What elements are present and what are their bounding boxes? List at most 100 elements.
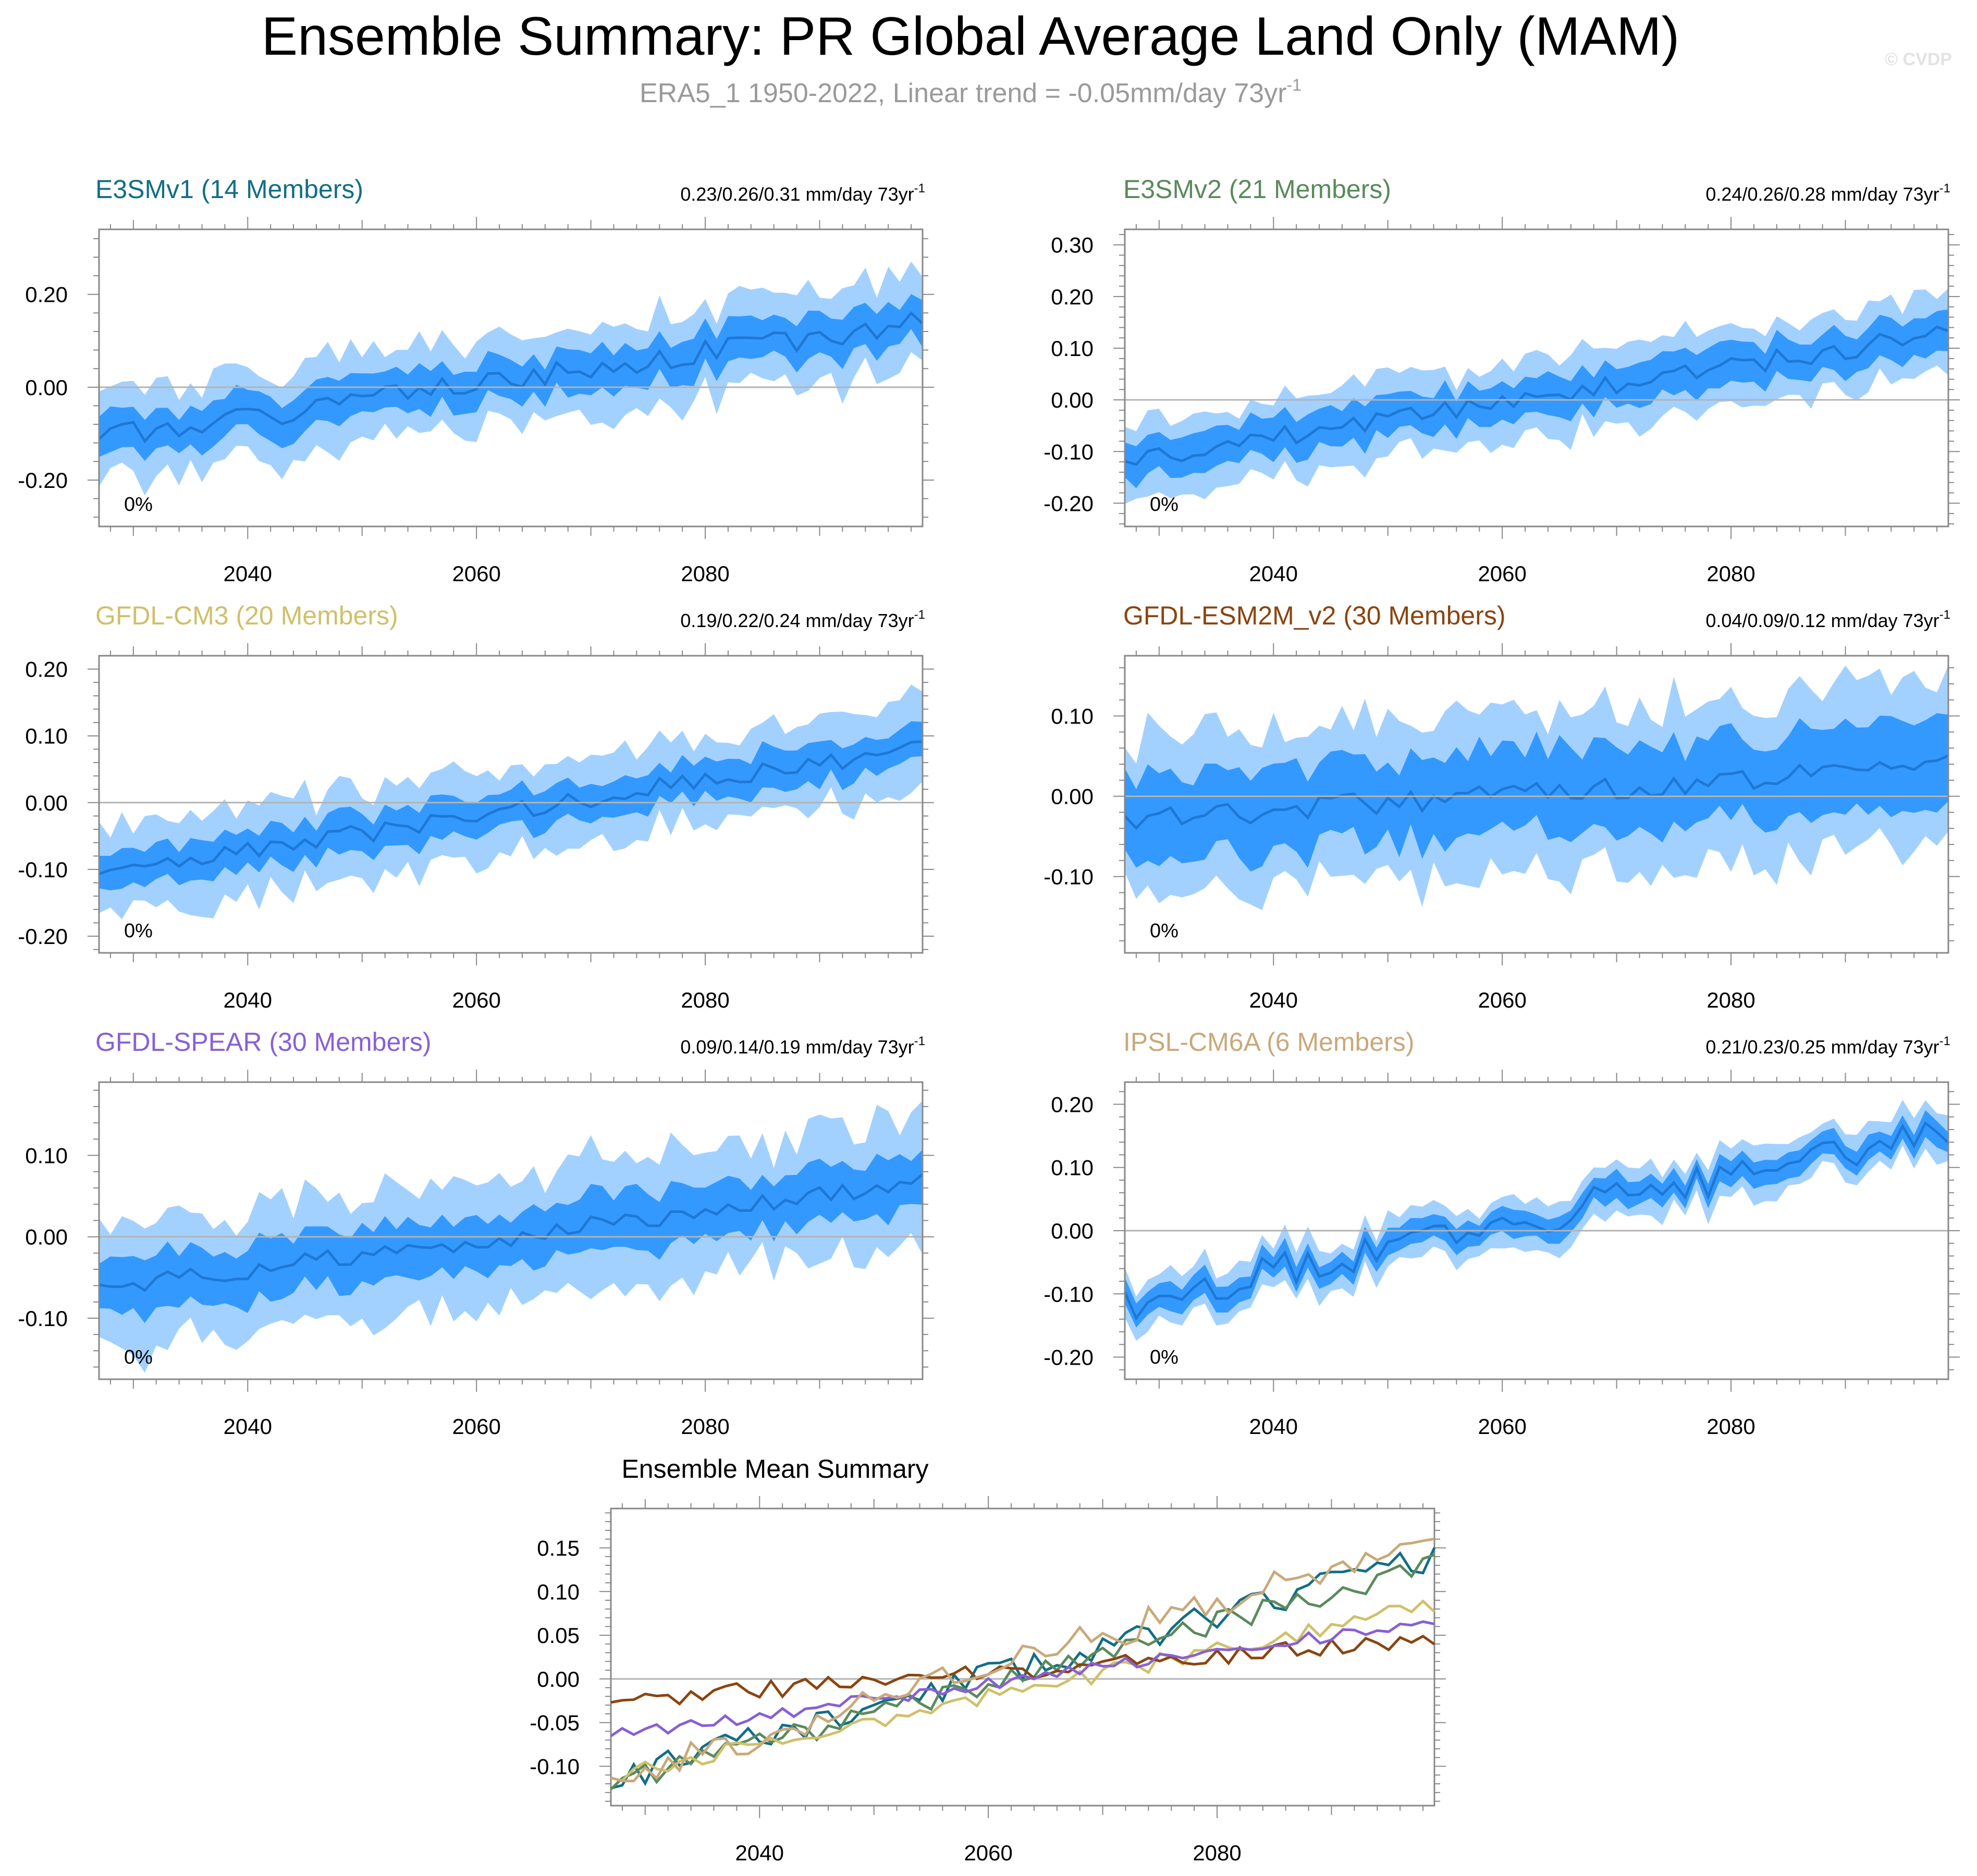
panel-gfdl-spear: -0.10 0.00 0.10 2040 2060 2080 GFDL-SPEAR (30 …	[18, 1027, 934, 1439]
x-tick-label: 2080	[1193, 1841, 1241, 1865]
trend-range-sup: -1	[1939, 181, 1950, 195]
y-tick-label: -0.20	[1043, 1345, 1094, 1370]
panel-ensemble-mean-summary: -0.10 -0.05 0.00 0.05 0.10 0.15 2040 2060 2080 En…	[530, 1454, 1446, 1865]
y-tick-label: 0.00	[1051, 784, 1094, 809]
median-line	[99, 1173, 924, 1292]
y-tick-label: 0.00	[25, 791, 68, 815]
percent-label: 0%	[1150, 920, 1178, 942]
figure-title: Ensemble Summary: PR Global Average Land…	[262, 6, 1680, 67]
trend-range-sup: -1	[914, 1034, 925, 1048]
panel-gfdl-esm2m-v2: -0.10 0.00 0.10 2040 2060 2080 GFDL-ESM2M_v2 (…	[1043, 601, 1960, 1012]
panel-e3smv2: -0.20 -0.10 0.00 0.10 0.20 0.30 2040 2060 2080 E3…	[1043, 175, 1960, 586]
percent-label: 0%	[124, 1346, 153, 1368]
trend-range-values: 0.19/0.22/0.24 mm/day 73yr	[680, 610, 914, 631]
series-line-ipsl-cm6a	[610, 1537, 1435, 1783]
plot-frame	[98, 655, 924, 954]
plot-frame	[1124, 655, 1949, 954]
trend-range: 0.24/0.26/0.28 mm/day 73yr-1	[1705, 181, 1950, 205]
percent-label: 0%	[124, 920, 153, 942]
trend-range: 0.21/0.23/0.25 mm/day 73yr-1	[1705, 1034, 1950, 1058]
y-tick-label: 0.15	[537, 1536, 580, 1560]
y-tick-label: 0.30	[1051, 233, 1094, 258]
y-tick-label: 0.10	[25, 724, 68, 749]
trend-range: 0.23/0.26/0.31 mm/day 73yr-1	[680, 181, 925, 205]
trend-range-sup: -1	[914, 181, 925, 195]
x-tick-label: 2040	[224, 561, 272, 586]
trend-range-sup: -1	[914, 608, 925, 622]
band-inner	[99, 294, 923, 461]
band-inner	[1125, 713, 1948, 872]
y-tick-label: 0.20	[25, 283, 68, 307]
y-tick-label: -0.10	[530, 1755, 580, 1779]
x-tick-label: 2060	[964, 1841, 1012, 1865]
y-tick-label: 0.00	[25, 1225, 68, 1249]
trend-range-values: 0.23/0.26/0.31 mm/day 73yr	[680, 183, 914, 205]
percent-label: 0%	[1150, 494, 1178, 516]
x-tick-label: 2040	[735, 1841, 784, 1865]
y-tick-label: 0.00	[1051, 388, 1094, 412]
panel-title: E3SMv1 (14 Members)	[95, 175, 363, 204]
y-tick-label: -0.10	[1043, 865, 1094, 889]
series-line-gfdl-esm2m-v2	[610, 1635, 1435, 1706]
y-tick-label: 0.00	[537, 1667, 580, 1691]
panel-gfdl-cm3: -0.20 -0.10 0.00 0.10 0.20 2040 2060 2080 GFDL-C…	[18, 601, 934, 1012]
panel-title: GFDL-ESM2M_v2 (30 Members)	[1123, 601, 1506, 630]
y-tick-label: -0.20	[18, 924, 68, 949]
panel-title: E3SMv2 (21 Members)	[1123, 175, 1391, 204]
median-line	[1124, 325, 1949, 467]
panel-title: GFDL-SPEAR (30 Members)	[95, 1027, 432, 1057]
trend-range: 0.09/0.14/0.19 mm/day 73yr-1	[680, 1034, 925, 1058]
panel-title: IPSL-CM6A (6 Members)	[1123, 1027, 1414, 1057]
trend-range: 0.04/0.09/0.12 mm/day 73yr-1	[1705, 608, 1950, 631]
median-line	[98, 311, 924, 444]
trend-range: 0.19/0.22/0.24 mm/day 73yr-1	[680, 608, 925, 631]
y-tick-label: 0.20	[25, 657, 68, 682]
x-tick-label: 2080	[1706, 561, 1755, 586]
series-line-gfdl-cm3	[610, 1599, 1435, 1782]
x-tick-label: 2060	[452, 1414, 500, 1439]
y-tick-label: -0.10	[1043, 439, 1094, 464]
panel-title: Ensemble Mean Summary	[621, 1454, 928, 1483]
x-tick-label: 2080	[1706, 988, 1755, 1012]
x-tick-label: 2080	[681, 1414, 729, 1439]
y-tick-label: 0.10	[25, 1144, 68, 1168]
y-tick-label: -0.20	[18, 468, 68, 493]
plot-frame	[1124, 228, 1949, 528]
y-tick-label: 0.10	[537, 1579, 580, 1604]
y-tick-label: -0.20	[1043, 491, 1094, 516]
y-tick-label: -0.05	[530, 1711, 580, 1735]
series-line-gfdl-spear	[610, 1620, 1435, 1737]
median-line	[1123, 1121, 1949, 1321]
series-line-e3smv2	[610, 1553, 1435, 1791]
panel-e3smv1: -0.20 0.00 0.20 2040 2060 2080 E3SMv1 (14 Memb…	[18, 175, 934, 586]
x-tick-label: 2040	[1249, 561, 1298, 586]
y-tick-label: -0.10	[1043, 1282, 1094, 1306]
trend-range-sup: -1	[1939, 608, 1950, 622]
x-tick-label: 2040	[1249, 1414, 1298, 1439]
y-tick-label: -0.10	[18, 857, 68, 882]
y-tick-label: 0.10	[1051, 1156, 1094, 1180]
plot-frame	[98, 228, 924, 528]
watermark: © CVDP	[1885, 50, 1952, 69]
trend-range-values: 0.04/0.09/0.12 mm/day 73yr	[1705, 610, 1939, 631]
y-tick-label: 0.10	[1051, 704, 1094, 729]
panel-title: GFDL-CM3 (20 Members)	[95, 601, 398, 630]
trend-range-values: 0.09/0.14/0.19 mm/day 73yr	[680, 1036, 914, 1058]
y-tick-label: 0.00	[25, 375, 68, 400]
y-tick-label: -0.10	[18, 1306, 68, 1331]
figure-subtitle: ERA5_1 1950-2022, Linear trend = -0.05mm…	[640, 76, 1301, 108]
band-inner	[1125, 309, 1948, 488]
median-line	[99, 740, 923, 876]
plot-frame	[98, 1081, 924, 1380]
trend-range-values: 0.24/0.26/0.28 mm/day 73yr	[1705, 183, 1939, 205]
trend-range-values: 0.21/0.23/0.25 mm/day 73yr	[1705, 1036, 1939, 1058]
x-tick-label: 2060	[1478, 988, 1526, 1012]
plot-frame	[610, 1507, 1435, 1807]
x-tick-label: 2040	[224, 1414, 272, 1439]
y-tick-label: 0.10	[1051, 336, 1094, 361]
x-tick-label: 2060	[452, 561, 500, 586]
x-tick-label: 2060	[1478, 1414, 1526, 1439]
panel-ipsl-cm6a: -0.20 -0.10 0.00 0.10 0.20 2040 2060 2080 IPSL-C…	[1043, 1027, 1960, 1439]
x-tick-label: 2040	[224, 988, 272, 1012]
